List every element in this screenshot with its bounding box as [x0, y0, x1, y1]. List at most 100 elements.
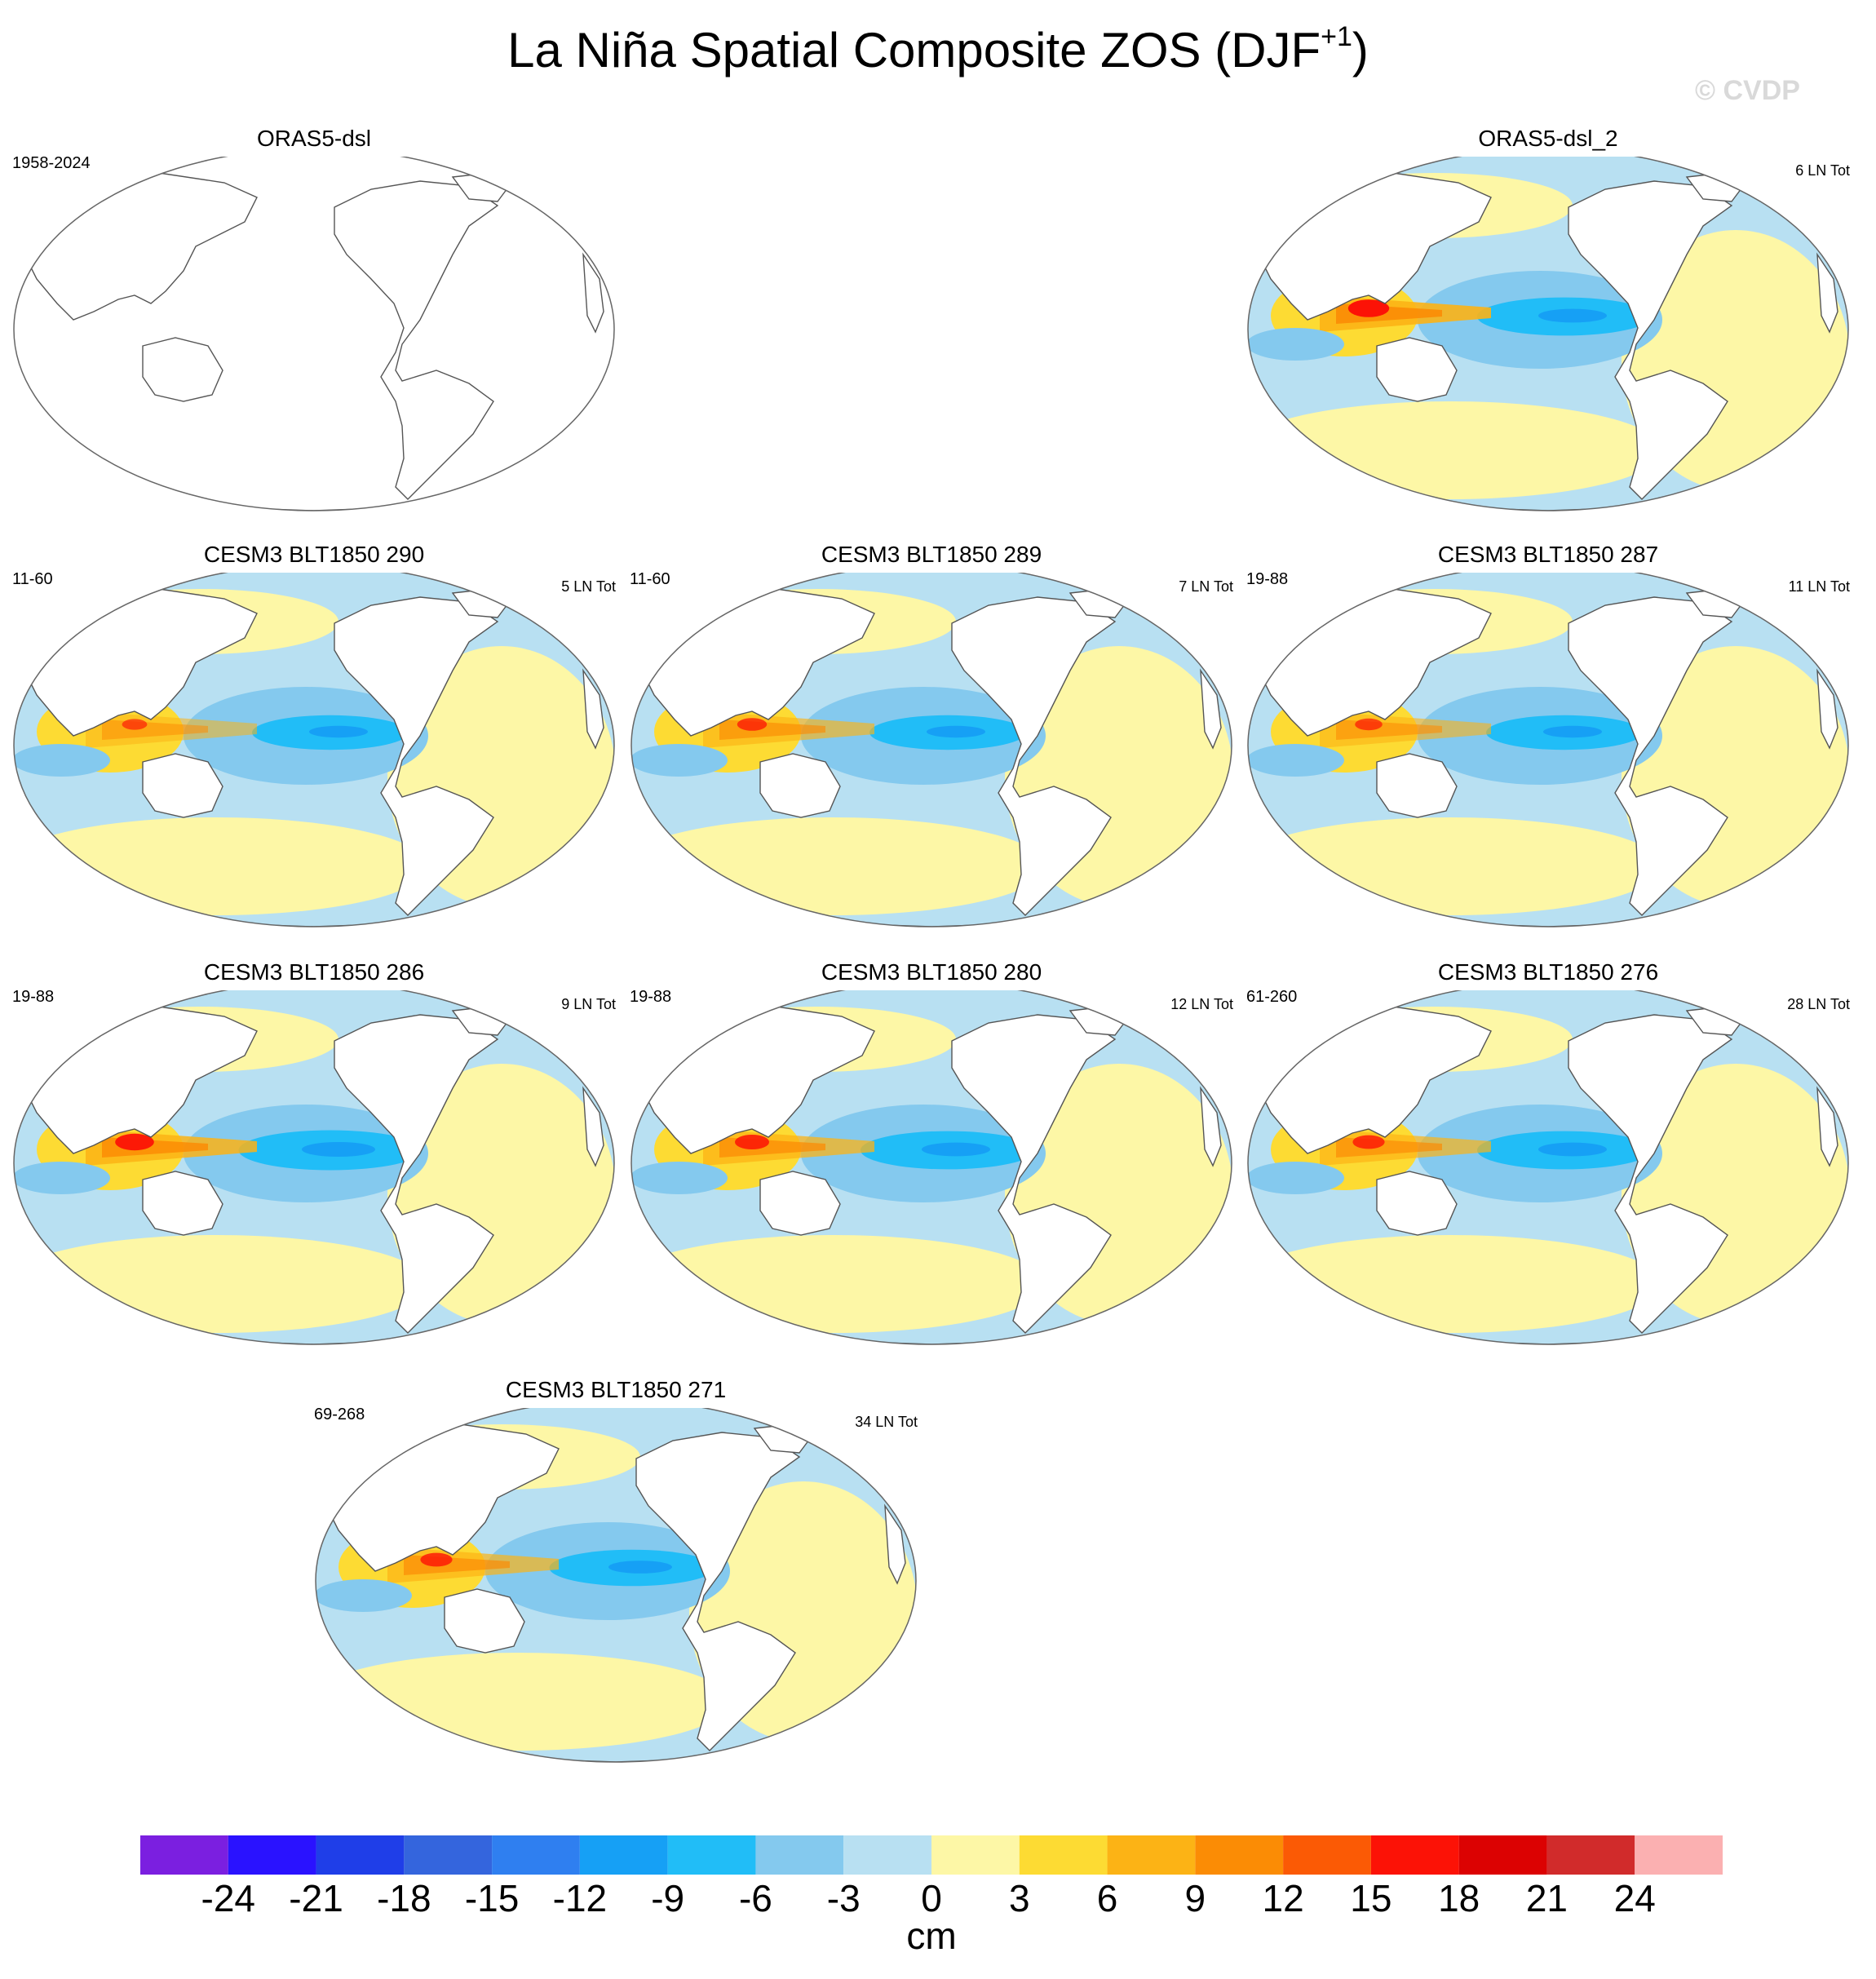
map-border: [1247, 157, 1849, 511]
panel-period: 19-88: [1246, 570, 1289, 588]
panel-period: 11-60: [12, 570, 53, 588]
title-superscript: +1: [1321, 21, 1352, 52]
colorbar-tick-label: -12: [552, 1877, 608, 1919]
map-border: [13, 157, 615, 511]
panel-title: CESM3 BLT1850 276: [1437, 959, 1659, 985]
map-panel: CESM3 BLT1850 280 19-88 12 LN Tot: [630, 961, 1233, 1349]
warm-pool-max: [735, 1135, 769, 1149]
panel-title: ORAS5-dsl_2: [1478, 126, 1618, 151]
colorbar-swatch: [1195, 1835, 1284, 1875]
panel-event-count: 34 LN Tot: [855, 1414, 918, 1430]
indian-ocean-negative-region: [1248, 744, 1344, 777]
panel-period: 69-268: [314, 1406, 365, 1423]
colorbar-tick-label: -18: [377, 1877, 431, 1919]
indian-ocean-negative-region: [14, 744, 110, 777]
panel-title: CESM3 BLT1850 289: [821, 542, 1042, 567]
colorbar-swatch: [492, 1835, 580, 1875]
continent-africa: [582, 1086, 604, 1167]
figure-title: La Niña Spatial Composite ZOS (DJF+1): [0, 23, 1876, 75]
world-map: [1247, 990, 1849, 1345]
panel-period: 11-60: [630, 570, 670, 588]
colorbar-swatch: [404, 1835, 493, 1875]
continent-africa: [1816, 252, 1838, 334]
map-panel: CESM3 BLT1850 276 61-260 28 LN Tot: [1246, 961, 1850, 1349]
continent-australia: [1376, 337, 1458, 402]
indian-ocean-negative-region: [14, 1162, 110, 1194]
colorbar-swatch: [1019, 1835, 1108, 1875]
continent-australia: [759, 753, 841, 818]
panel-event-count: 6 LN Tot: [1795, 162, 1850, 179]
colorbar-tick-label: -9: [651, 1877, 685, 1919]
continent-africa: [1816, 1086, 1838, 1167]
map-panel: CESM3 BLT1850 286 19-88 9 LN Tot: [12, 961, 616, 1349]
panel-period: 19-88: [630, 988, 672, 1006]
colorbar-tick-label: -15: [464, 1877, 520, 1919]
colorbar-bar: [140, 1835, 1723, 1875]
colorbar-swatch: [843, 1835, 931, 1875]
colorbar-swatch: [667, 1835, 756, 1875]
continent-africa: [582, 252, 604, 334]
indian-ocean-negative-region: [1248, 1162, 1344, 1194]
map-panel: ORAS5-dsl 1958-2024: [12, 127, 616, 516]
panel-period: 19-88: [12, 988, 55, 1006]
cold-tongue-core: [302, 1142, 375, 1157]
continent-americas: [1568, 596, 1733, 916]
colorbar-swatch: [579, 1835, 668, 1875]
cold-tongue-core: [922, 1142, 990, 1157]
warm-pool-max: [1352, 1135, 1385, 1149]
map-border: [13, 573, 615, 928]
southern-positive-region: [14, 817, 428, 915]
continent-americas: [1568, 1014, 1733, 1334]
colorbar-tick-label: -3: [826, 1877, 861, 1919]
panel-period: 1958-2024: [12, 154, 91, 172]
southern-positive-region: [14, 1235, 428, 1333]
colorbar-swatch: [1458, 1835, 1547, 1875]
cold-tongue-core: [1538, 1142, 1607, 1157]
map-panel: CESM3 BLT1850 289 11-60 7 LN Tot: [630, 543, 1233, 932]
colorbar-tick-label: -21: [289, 1877, 343, 1919]
colorbar-tick-label: -6: [738, 1877, 772, 1919]
warm-pool-max: [1355, 718, 1383, 731]
world-map: [13, 157, 615, 511]
colorbar-tick-label: 9: [1184, 1877, 1206, 1919]
warm-pool-max: [115, 1133, 154, 1151]
colorbar-tick-label: 15: [1350, 1877, 1392, 1919]
world-map: [630, 573, 1232, 928]
panel-event-count: 7 LN Tot: [1179, 578, 1233, 595]
colorbar-unit: cm: [906, 1915, 957, 1957]
continent-africa: [884, 1503, 906, 1585]
panel-title: ORAS5-dsl: [256, 126, 372, 151]
map-border: [13, 990, 615, 1345]
cold-tongue-core: [1543, 725, 1602, 738]
colorbar-swatch: [1283, 1835, 1371, 1875]
map-border: [1247, 990, 1849, 1345]
panel-event-count: 5 LN Tot: [561, 578, 616, 595]
continent-africa: [1816, 668, 1838, 750]
continent-americas: [951, 1014, 1117, 1334]
indian-ocean-negative-region: [631, 744, 728, 777]
continent-americas: [334, 180, 499, 500]
continent-americas: [334, 1014, 499, 1334]
watermark: © CVDP: [1695, 75, 1800, 106]
indian-ocean-negative-region: [1248, 328, 1344, 361]
map-panel: CESM3 BLT1850 271 69-268 34 LN Tot: [314, 1379, 918, 1767]
continent-americas: [635, 1432, 801, 1751]
panel-title: CESM3 BLT1850 280: [821, 959, 1042, 985]
indian-ocean-negative-region: [631, 1162, 728, 1194]
colorbar-tick-label: 0: [921, 1877, 942, 1919]
world-map: [13, 990, 615, 1345]
colorbar-swatch: [228, 1835, 316, 1875]
colorbar-swatch: [1370, 1835, 1459, 1875]
warm-pool-max: [122, 719, 148, 730]
map-border: [630, 990, 1232, 1345]
map-panel: CESM3 BLT1850 287 19-88 11 LN Tot: [1246, 543, 1850, 932]
panel-title: CESM3 BLT1850 290: [203, 542, 425, 567]
colorbar-tick-label: 24: [1613, 1877, 1656, 1919]
indian-ocean-negative-region: [316, 1579, 412, 1612]
colorbar-tick-label: 21: [1525, 1877, 1568, 1919]
map-panel: ORAS5-dsl_2 6 LN Tot: [1246, 127, 1850, 516]
world-map: [1247, 157, 1849, 511]
world-map: [1247, 573, 1849, 928]
panel-title: CESM3 BLT1850 287: [1437, 542, 1659, 567]
world-map: [13, 573, 615, 928]
